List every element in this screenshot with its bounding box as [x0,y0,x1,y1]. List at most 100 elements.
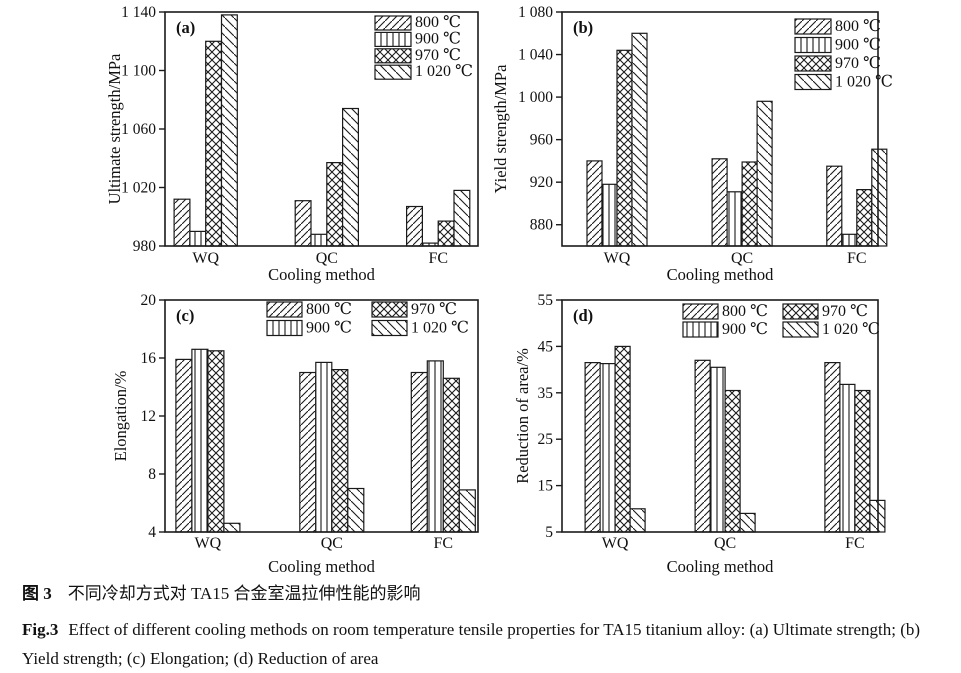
legend-swatch-bdiag [782,321,819,338]
bar-QC-970 ℃ [331,368,349,533]
y-tick-label: 55 [538,292,554,309]
chart-canvas-a: 980 1 020 1 060 1 100 1 140 WQ QC FC Cooling met… [105,4,479,284]
bar-QC-900 ℃ [310,233,328,247]
plot-frame [561,299,879,533]
chart-canvas-d: 5 15 25 35 45 55 WQ QC FC Cooling method Reduction… [513,292,886,576]
y-tick-label: 960 [530,132,554,149]
bar-QC-970 ℃ [741,161,758,247]
legend-label: 970 ℃ [415,47,461,64]
bar-QC-800 ℃ [694,359,711,533]
y-axis-title: Elongation/% [111,370,130,461]
bar-WQ-900 ℃ [599,362,616,533]
x-tick-label-QC: QC [316,250,338,267]
y-tick-label: 980 [133,238,157,255]
panel-label: (c) [176,306,194,325]
y-tick-label: 1 040 [518,47,553,64]
legend-swatch-bdiag [794,73,832,91]
bar-FC-1 020 ℃ [453,189,471,247]
caption-line-zh: 图 3 不同冷却方式对 TA15 合金室温拉伸性能的影响 [22,582,947,606]
panel-label: (b) [573,18,593,37]
legend-swatch-cross [374,48,412,64]
y-tick-label: 1 000 [518,89,553,106]
y-tick-label: 1 080 [518,4,553,21]
x-tick-label-QC: QC [731,250,753,267]
y-tick-label: 5 [545,524,553,541]
legend-swatch-diag [794,18,832,35]
legend-label: 900 ℃ [722,321,768,338]
bar-QC-800 ℃ [294,200,312,247]
chart-a-ultimate-strength: 980 1 020 1 060 1 100 1 140 WQ QC FC Cooling met… [0,0,480,285]
bar-WQ-900 ℃ [601,183,618,247]
chart-canvas-b: 880 920 960 1 000 1 040 1 080 WQ QC FC Cooling me… [491,4,893,284]
bar-QC-900 ℃ [709,366,726,533]
bar-FC-970 ℃ [437,220,455,247]
legend-label: 800 ℃ [415,14,461,31]
bar-FC-800 ℃ [406,205,424,247]
caption-line-en: Fig.3 Effect of different cooling methods… [22,615,947,673]
x-tick-label-QC: QC [321,535,343,552]
y-tick-label: 8 [148,466,156,483]
figure-caption: 图 3 不同冷却方式对 TA15 合金室温拉伸性能的影响 Fig.3 Effect … [22,582,947,673]
legend-swatch-diag [374,15,412,31]
y-axis-title: Reduction of area/% [513,348,532,484]
legend-swatch-diag [682,303,719,320]
y-tick-label: 4 [148,524,156,541]
bar-WQ-1 020 ℃ [223,522,241,533]
y-tick-label: 45 [538,338,554,355]
legend-label: 800 ℃ [306,301,352,318]
legend-label: 800 ℃ [722,303,768,320]
y-axis-title: Ultimate strength/MPa [105,53,124,204]
bar-WQ-1 020 ℃ [629,508,646,533]
x-tick-label-FC: FC [428,250,448,267]
bar-QC-1 020 ℃ [756,100,773,247]
bar-FC-970 ℃ [854,389,871,533]
bar-QC-900 ℃ [726,191,743,247]
bar-QC-800 ℃ [299,371,317,533]
bar-FC-970 ℃ [442,377,460,533]
plot-frame [561,11,879,247]
bar-WQ-800 ℃ [586,160,603,247]
bar-WQ-970 ℃ [614,345,631,533]
bar-WQ-800 ℃ [173,198,191,247]
bar-FC-800 ℃ [410,371,428,533]
bar-FC-1 020 ℃ [871,148,888,247]
x-axis-title: Cooling method [268,557,376,576]
bar-WQ-1 020 ℃ [631,32,648,247]
legend-label: 900 ℃ [415,30,461,47]
bar-WQ-970 ℃ [205,40,223,247]
y-tick-label: 920 [530,174,554,191]
x-axis-title: Cooling method [667,265,775,284]
bar-FC-1 020 ℃ [458,489,476,533]
bar-QC-970 ℃ [326,162,344,247]
legend-label: 900 ℃ [835,37,881,54]
caption-en-label: Fig.3 [22,620,59,639]
legend-swatch-vert [794,36,832,54]
bar-QC-1 020 ℃ [342,107,360,247]
bar-FC-900 ℃ [841,233,858,247]
bar-QC-1 020 ℃ [347,487,365,533]
legend-label: 800 ℃ [835,18,881,35]
bar-FC-900 ℃ [426,360,444,533]
legend-swatch-vert [682,321,719,338]
legend-swatch-bdiag [371,319,408,337]
x-tick-label-FC: FC [847,250,867,267]
bar-QC-800 ℃ [711,158,728,247]
legend-swatch-vert [266,319,303,337]
y-tick-label: 1 060 [121,121,156,138]
legend-swatch-cross [371,301,408,318]
legend-label: 900 ℃ [306,320,352,337]
bar-WQ-800 ℃ [175,358,193,533]
bar-WQ-1 020 ℃ [220,14,238,247]
y-tick-label: 1 100 [121,63,156,80]
y-axis-title: Yield strength/MPa [491,64,510,193]
panel-label: (d) [573,306,593,325]
legend-swatch-diag [266,301,303,318]
x-tick-label-WQ: WQ [195,535,222,552]
x-tick-label-FC: FC [845,535,865,552]
bar-QC-1 020 ℃ [739,512,756,533]
bar-WQ-970 ℃ [616,49,633,247]
charts-grid: 980 1 020 1 060 1 100 1 140 WQ QC FC Cooling met… [0,0,893,576]
y-tick-label: 1 140 [121,4,156,21]
bar-WQ-900 ℃ [191,348,209,533]
